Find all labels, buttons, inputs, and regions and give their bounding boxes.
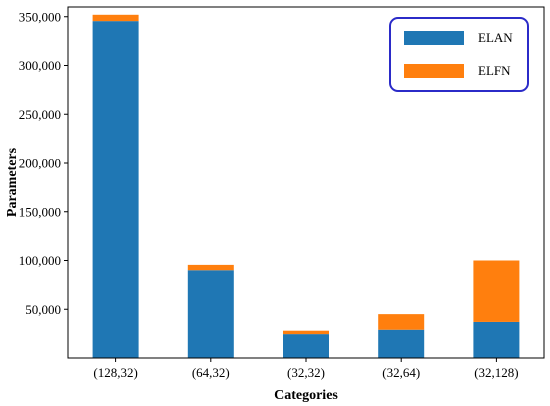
y-tick-label: 300,000 — [19, 58, 61, 73]
y-tick-label: 150,000 — [19, 204, 61, 219]
x-tick-label: (128,32) — [93, 365, 137, 380]
legend: ELAN ELFN — [389, 17, 529, 92]
bar-elan-1 — [187, 270, 234, 358]
x-tick-label: (32,128) — [474, 365, 518, 380]
legend-swatch-elfn — [404, 64, 464, 78]
legend-label-elan: ELAN — [478, 30, 513, 45]
bar-elan-2 — [283, 334, 329, 358]
bar-elfn-3 — [378, 314, 425, 330]
bars-layer — [92, 14, 520, 358]
x-tick-label: (32,32) — [287, 365, 325, 380]
x-tick-label: (64,32) — [192, 365, 230, 380]
y-tick-label: 100,000 — [19, 253, 61, 268]
ticks-layer: 50,000 100,000 150,000 200,000 250,000 300,00… — [19, 9, 519, 380]
y-tick-label: 200,000 — [19, 156, 61, 171]
bar-elan-0 — [92, 21, 139, 358]
bar-elan-3 — [378, 329, 425, 358]
bar-elfn-0 — [92, 14, 139, 22]
bar-elan-4 — [473, 321, 520, 358]
legend-swatch-elan — [404, 31, 464, 45]
y-tick-label: 250,000 — [19, 107, 61, 122]
x-tick-label: (32,64) — [382, 365, 420, 380]
legend-box — [389, 17, 529, 92]
y-axis-title: Parameters — [5, 147, 20, 217]
y-tick-label: 50,000 — [25, 302, 61, 317]
bar-elfn-1 — [187, 264, 234, 271]
y-tick-label: 350,000 — [19, 9, 61, 24]
legend-label-elfn: ELFN — [478, 63, 511, 78]
bar-elfn-4 — [473, 260, 520, 322]
bar-elfn-2 — [283, 330, 329, 335]
x-axis-title: Categories — [274, 388, 338, 403]
